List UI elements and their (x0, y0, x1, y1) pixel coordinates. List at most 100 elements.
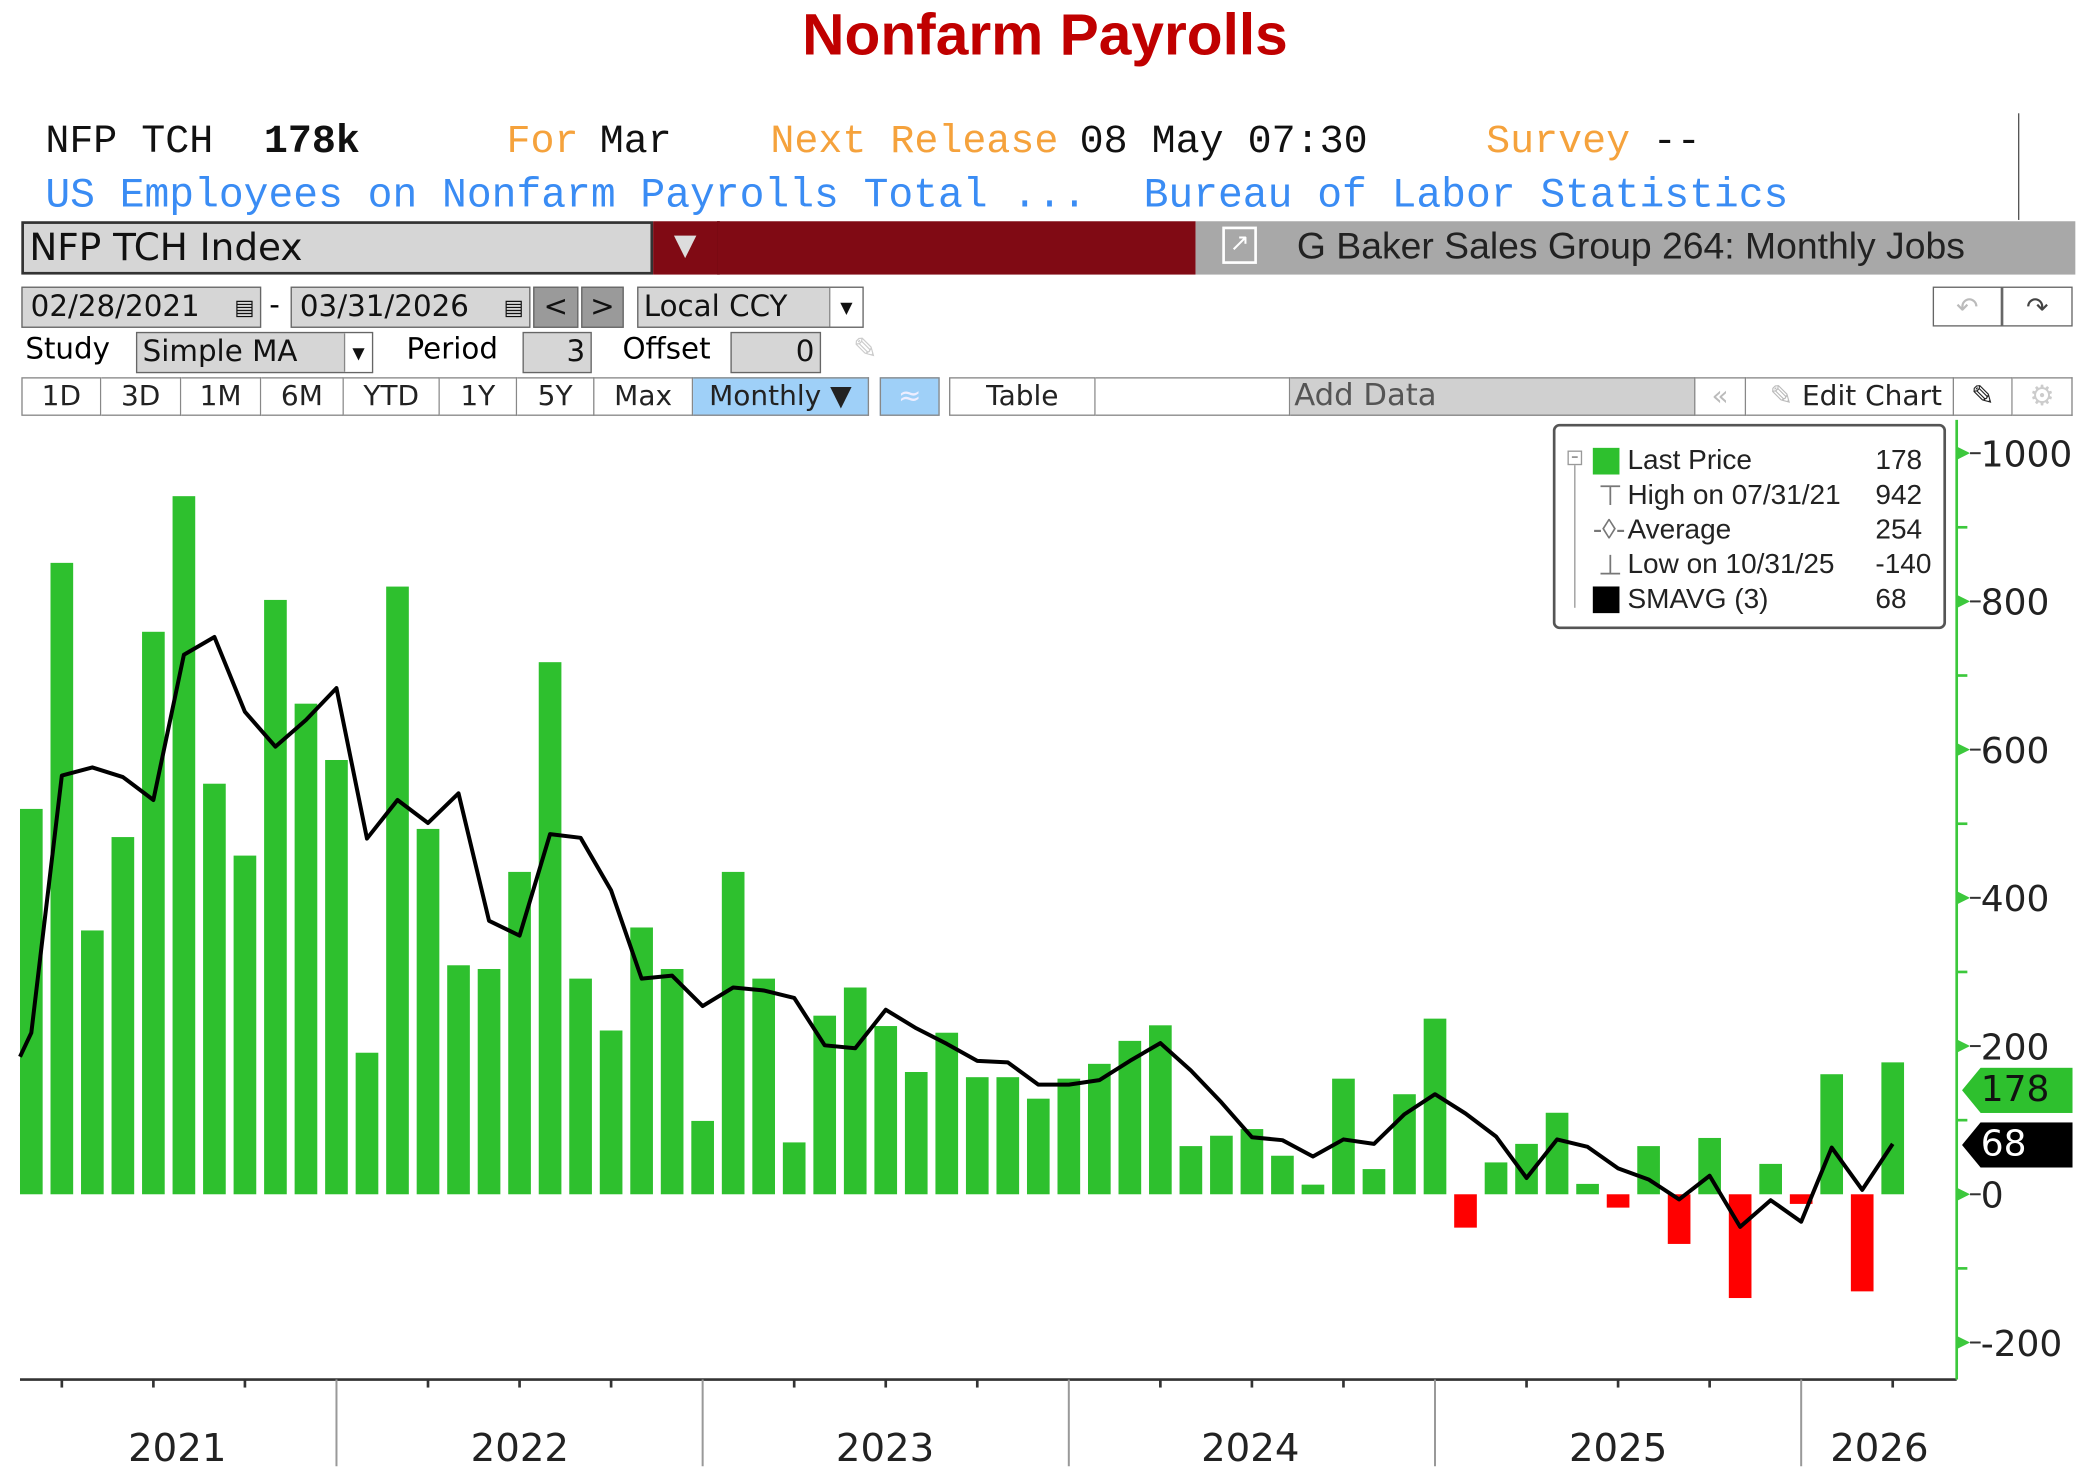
legend-label: Low on 10/31/25 (1627, 549, 1835, 580)
bar-2024-02 (1118, 1040, 1142, 1195)
range-tab-1y[interactable]: 1Y (439, 377, 518, 416)
launchpad-title-bar: ↗ G Baker Sales Group 264: Monthly Jobs (1195, 221, 2076, 275)
sma-price-tag: 68 (1962, 1122, 2073, 1168)
bar-2021-12 (325, 759, 348, 1195)
range-tab-1d[interactable]: 1D (21, 377, 102, 416)
bar-2021-02 (19, 808, 43, 1195)
x-tick-label-2024: 2024 (1201, 1426, 1299, 1471)
chart-type-button[interactable]: ≈ (879, 377, 940, 416)
bar-2022-04 (447, 965, 470, 1195)
gear-icon: ⚙ (2029, 379, 2055, 412)
bar-2022-05 (477, 968, 501, 1195)
bar-2023-07 (904, 1071, 928, 1195)
add-data-input[interactable]: Add Data (1290, 377, 1696, 416)
for-label: For (506, 119, 579, 166)
pencil-icon: ✎ (1769, 379, 1802, 412)
security-dropdown-button[interactable]: ▼ (653, 221, 720, 275)
range-tab-ytd[interactable]: YTD (343, 377, 440, 416)
range-tab-5y[interactable]: 5Y (517, 377, 595, 416)
bar-2021-05 (111, 837, 135, 1195)
pop-out-icon[interactable]: ↗ (1222, 226, 1257, 264)
redo-button[interactable]: ↷ (2002, 286, 2073, 327)
green-square-icon (1592, 447, 1620, 475)
bar-2024-09 (1332, 1078, 1355, 1195)
prev-period-button[interactable]: < (533, 286, 579, 328)
bar-2024-07 (1271, 1155, 1294, 1195)
y-tick-label: 600 (1981, 731, 2050, 772)
command-bar-fill (717, 221, 1196, 275)
annotate-icon: ✎ (1970, 379, 1995, 412)
y-tick-label: 800 (1981, 583, 2050, 624)
edit-chart-button[interactable]: ✎ Edit Chart (1746, 377, 1955, 416)
bar-2022-09 (599, 1030, 623, 1195)
legend-row-last-price: Last Price 178 (1592, 445, 1940, 480)
bar-2024-03 (1149, 1025, 1172, 1195)
bar-2022-11 (660, 968, 684, 1195)
bar-2025-08 (1667, 1194, 1691, 1244)
table-button[interactable]: Table (949, 377, 1096, 416)
bar-2022-06 (508, 871, 531, 1195)
y-tick (1956, 1335, 1971, 1350)
bar-2023-04 (813, 1015, 837, 1195)
black-square-icon (1592, 586, 1620, 614)
range-tab-1m[interactable]: 1M (181, 377, 262, 416)
settings-button[interactable]: ⚙ (2012, 377, 2073, 416)
bar-2021-04 (81, 930, 104, 1195)
bar-2021-06 (142, 631, 165, 1195)
collapse-icon[interactable]: − (1567, 450, 1583, 466)
calendar-icon[interactable]: ▤ (503, 294, 524, 320)
study-select[interactable]: Simple MA ▼ (135, 331, 374, 374)
legend-value: 178 (1875, 445, 1923, 476)
security-description[interactable]: US Employees on Nonfarm Payrolls Total .… (45, 173, 1087, 220)
bar-2022-10 (630, 927, 653, 1195)
y-tick (1956, 742, 1971, 757)
legend-label: Average (1627, 514, 1732, 546)
bar-2022-07 (538, 662, 562, 1195)
start-date-input[interactable]: 02/28/2021 ▤ (21, 286, 262, 328)
bar-2023-03 (782, 1142, 806, 1195)
pencil-icon[interactable]: ✎ (853, 333, 878, 367)
bar-2022-02 (386, 586, 409, 1195)
end-date: 03/31/2026 (299, 290, 469, 324)
collapse-button[interactable]: « (1695, 377, 1747, 416)
source-link[interactable]: Bureau of Labor Statistics (1143, 173, 1789, 220)
legend-value: 254 (1875, 514, 1923, 546)
bar-2024-06 (1240, 1129, 1264, 1195)
range-tab-6m[interactable]: 6M (261, 377, 344, 416)
date-separator: - (269, 289, 280, 323)
bar-2024-08 (1301, 1184, 1325, 1195)
x-tick-label-2023: 2023 (836, 1426, 934, 1471)
annotate-button[interactable]: ✎ (1954, 377, 2013, 416)
bar-2021-07 (172, 496, 196, 1195)
legend-row-sma: SMAVG (3) 68 (1592, 584, 1940, 619)
chevron-down-icon: ▼ (829, 287, 863, 327)
ticker: NFP TCH (45, 119, 214, 166)
frequency-dropdown[interactable]: Monthly ▼ (693, 377, 870, 416)
end-date-input[interactable]: 03/31/2026 ▤ (290, 286, 531, 328)
calendar-icon[interactable]: ▤ (234, 294, 255, 320)
high-marker-icon: ⊤ (1598, 481, 1623, 512)
bar-2021-09 (233, 855, 257, 1195)
undo-button[interactable]: ↶ (1932, 286, 2003, 327)
bar-2023-05 (843, 987, 867, 1195)
bar-2023-12 (1057, 1078, 1081, 1195)
bar-2024-10 (1362, 1169, 1386, 1195)
next-period-button[interactable]: > (581, 286, 624, 328)
range-tab-3d[interactable]: 3D (101, 377, 182, 416)
offset-input[interactable]: 0 (730, 331, 822, 374)
y-tick (1956, 891, 1971, 905)
bar-2023-10 (996, 1077, 1020, 1195)
y-tick-label: 200 (1981, 1027, 2050, 1068)
range-tab-max[interactable]: Max (594, 377, 694, 416)
legend-row-high: ⊤ High on 07/31/21 942 (1593, 480, 1940, 515)
currency-select[interactable]: Local CCY ▼ (637, 286, 864, 328)
security-input[interactable]: NFP TCH Index (21, 221, 654, 275)
bar-2024-12 (1423, 1018, 1447, 1195)
bar-2021-11 (294, 703, 318, 1195)
bar-2022-08 (569, 978, 592, 1195)
chart-legend[interactable]: − Last Price 178 ⊤ High on 07/31/21 942 -◊-… (1552, 423, 1947, 630)
period-input[interactable]: 3 (522, 331, 592, 374)
survey-value: -- (1652, 119, 1701, 166)
